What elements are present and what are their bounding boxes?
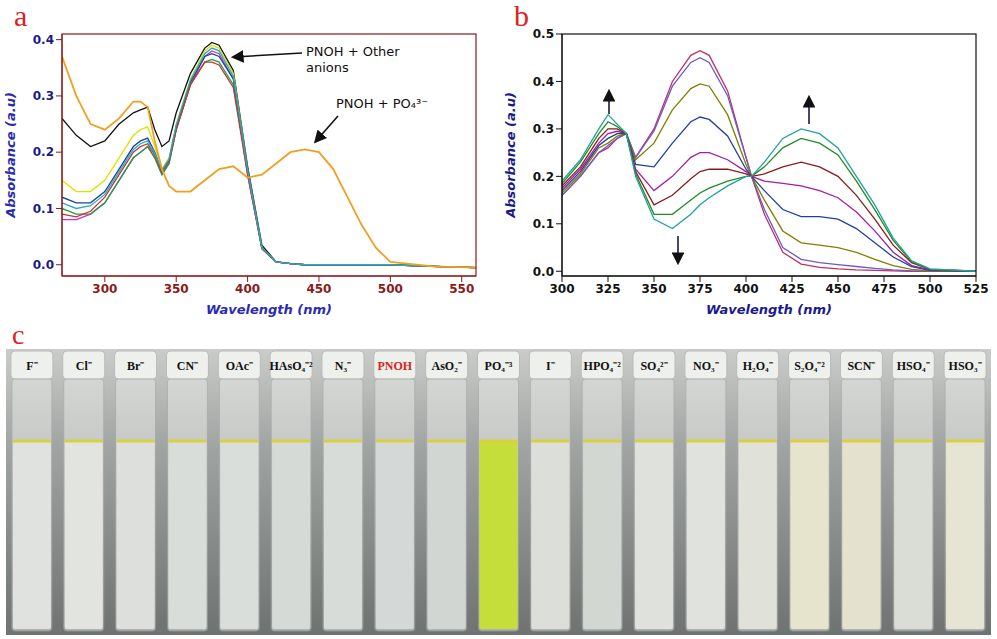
svg-text:450: 450 [825, 282, 850, 296]
svg-text:PO₄⁻³: PO₄⁻³ [485, 359, 513, 373]
svg-text:Cl⁻: Cl⁻ [76, 359, 92, 373]
svg-text:450: 450 [306, 282, 331, 296]
svg-text:Wavelength (nm): Wavelength (nm) [706, 302, 832, 317]
html-text:PNOH + PO₄³⁻: PNOH + PO₄³⁻ [336, 96, 429, 111]
svg-text:0.1: 0.1 [533, 217, 554, 231]
svg-text:AsO₂⁻: AsO₂⁻ [432, 359, 462, 373]
svg-text:SCN⁻: SCN⁻ [847, 359, 875, 373]
svg-text:0.3: 0.3 [33, 89, 54, 103]
svg-text:0.2: 0.2 [33, 145, 54, 159]
svg-text:Wavelength (nm): Wavelength (nm) [206, 302, 332, 317]
svg-text:550: 550 [449, 282, 474, 296]
html-text:PNOH + Other anions: PNOH + Other anions [306, 44, 400, 75]
svg-text:HPO₄⁻²: HPO₄⁻² [584, 359, 622, 373]
svg-text:N₃⁻: N₃⁻ [335, 359, 351, 373]
svg-text:0.3: 0.3 [533, 122, 554, 136]
svg-text:CN⁻: CN⁻ [177, 359, 198, 373]
svg-text:300: 300 [92, 282, 117, 296]
svg-text:0.4: 0.4 [33, 33, 54, 47]
svg-text:0.5: 0.5 [533, 27, 554, 41]
svg-text:PNOH: PNOH [377, 359, 412, 373]
svg-text:0.1: 0.1 [33, 202, 54, 216]
svg-text:325: 325 [595, 282, 620, 296]
html-text:a: a [14, 0, 28, 32]
svg-text:OAc⁻: OAc⁻ [226, 359, 253, 373]
svg-text:HAsO₄⁻²: HAsO₄⁻² [270, 359, 314, 373]
svg-text:F⁻: F⁻ [26, 359, 37, 373]
svg-text:400: 400 [733, 282, 758, 296]
svg-text:400: 400 [235, 282, 260, 296]
svg-text:425: 425 [779, 282, 804, 296]
svg-text:Br⁻: Br⁻ [127, 359, 144, 373]
svg-text:S₂O₄⁻²: S₂O₄⁻² [794, 359, 825, 373]
svg-text:NO₃⁻: NO₃⁻ [693, 359, 719, 373]
svg-text:0.4: 0.4 [533, 75, 554, 89]
svg-text:HSO₃⁻: HSO₃⁻ [949, 359, 982, 373]
svg-text:500: 500 [378, 282, 403, 296]
svg-text:500: 500 [917, 282, 942, 296]
svg-text:350: 350 [641, 282, 666, 296]
svg-text:375: 375 [687, 282, 712, 296]
svg-text:0.0: 0.0 [33, 258, 54, 272]
svg-text:350: 350 [164, 282, 189, 296]
svg-text:0.2: 0.2 [533, 170, 554, 184]
svg-text:Absorbance (a.u): Absorbance (a.u) [503, 92, 518, 219]
html-text:c: c [12, 319, 25, 350]
svg-text:SO₄²⁻: SO₄²⁻ [640, 359, 667, 373]
svg-text:HSO₄⁻: HSO₄⁻ [897, 359, 930, 373]
svg-text:300: 300 [549, 282, 574, 296]
svg-text:525: 525 [963, 282, 988, 296]
svg-text:475: 475 [871, 282, 896, 296]
svg-text:I⁻: I⁻ [546, 359, 555, 373]
svg-text:H₂O₄⁻: H₂O₄⁻ [743, 359, 773, 373]
svg-text:Absorbance (a.u): Absorbance (a.u) [3, 92, 18, 219]
html-text:b: b [514, 0, 529, 32]
svg-text:0.0: 0.0 [533, 265, 554, 279]
